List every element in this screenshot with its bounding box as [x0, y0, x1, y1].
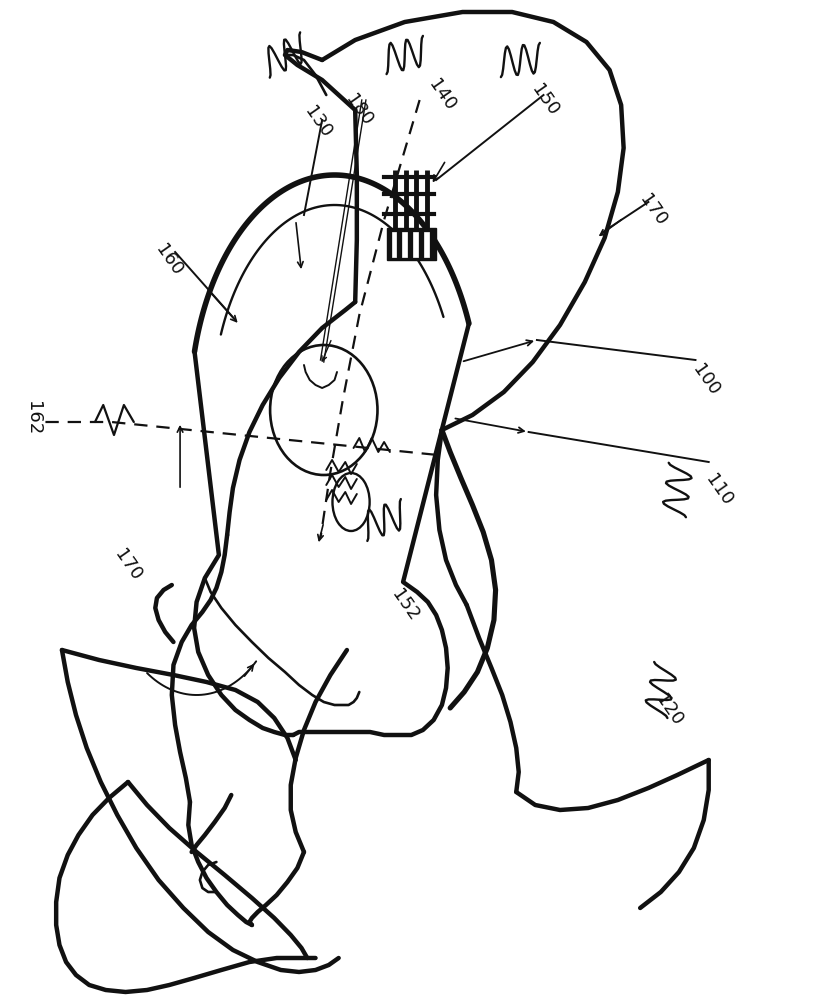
Text: 162: 162 — [24, 401, 42, 435]
Text: 180: 180 — [342, 91, 377, 129]
Text: 152: 152 — [387, 586, 422, 624]
Text: 120: 120 — [652, 691, 686, 729]
Bar — [402, 232, 407, 257]
Text: 170: 170 — [111, 546, 145, 584]
Text: 140: 140 — [425, 76, 459, 114]
Text: 100: 100 — [689, 361, 724, 399]
Bar — [413, 232, 418, 257]
Text: 170: 170 — [635, 191, 670, 229]
Text: 110: 110 — [701, 471, 736, 509]
Bar — [387, 228, 436, 260]
Text: 160: 160 — [152, 241, 187, 279]
Text: 150: 150 — [528, 81, 563, 119]
Text: 130: 130 — [301, 103, 335, 141]
Bar — [424, 232, 429, 257]
Bar — [392, 232, 396, 257]
